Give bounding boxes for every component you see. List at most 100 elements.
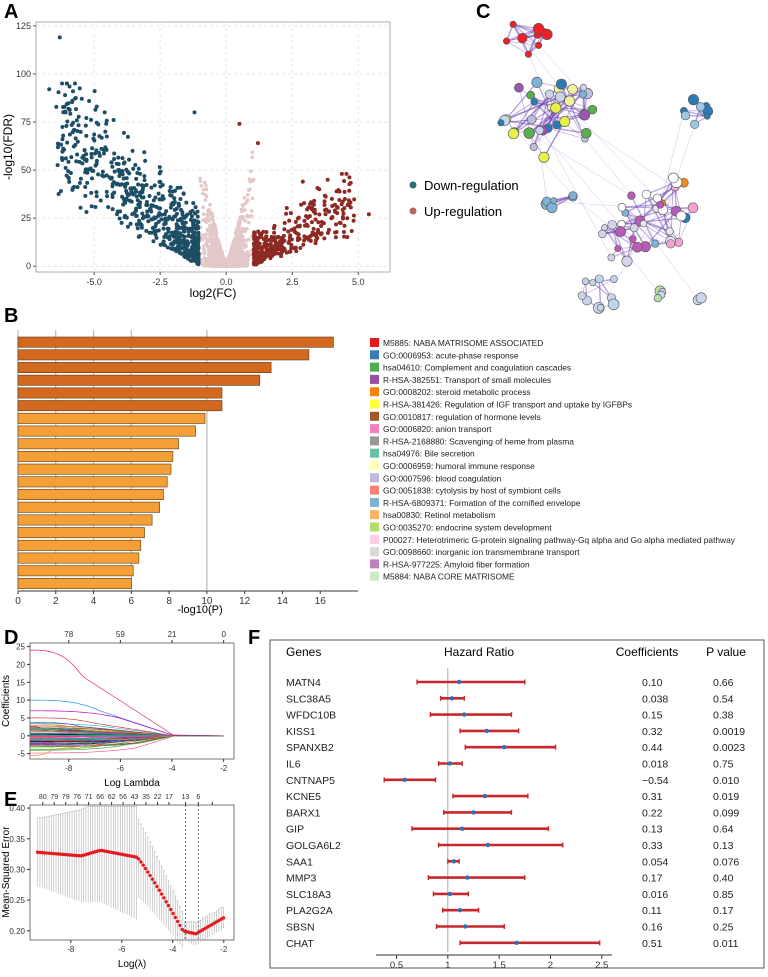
volcano-point-down	[143, 178, 147, 182]
lasso-ytick-label: 20	[16, 660, 25, 669]
cv-xtick-label: -8	[67, 945, 75, 954]
forest-coef-value: 0.51	[642, 938, 663, 950]
volcano-point-ns	[214, 231, 218, 235]
volcano-point-down	[191, 222, 195, 226]
forest-point	[463, 924, 467, 928]
volcano-point-down	[75, 129, 79, 133]
volcano-point-ns	[244, 244, 248, 248]
volcano-point-up	[323, 208, 327, 212]
bar	[18, 464, 171, 474]
volcano-point-down	[65, 119, 69, 123]
volcano-point-down	[73, 82, 77, 86]
lasso-top-label: 78	[64, 630, 73, 639]
volcano-point-down	[185, 226, 189, 230]
volcano-point-down	[105, 173, 109, 177]
bar	[18, 439, 179, 449]
volcano-point-down	[56, 163, 60, 167]
volcano-xtick-label: -5.0	[86, 277, 102, 287]
cv-top-label: 13	[182, 794, 190, 801]
volcano-point-down	[178, 231, 182, 235]
volcano-point-up	[307, 238, 311, 242]
volcano-point-down	[131, 149, 135, 153]
legend-label: GO:0006820: anion transport	[383, 424, 492, 434]
volcano-point-down	[122, 131, 126, 135]
volcano-point	[103, 110, 107, 114]
network-node	[640, 220, 647, 227]
volcano-point-down	[122, 176, 126, 180]
volcano-point-down	[84, 152, 88, 156]
bar	[18, 426, 196, 436]
volcano-point-ns	[243, 196, 247, 200]
bar	[18, 553, 139, 563]
volcano-point-ns	[202, 248, 206, 252]
volcano-point-down	[66, 101, 70, 105]
volcano-point-ns	[210, 213, 214, 217]
volcano-point-up	[350, 229, 354, 233]
cv-point	[137, 857, 140, 860]
volcano-point-ns	[233, 264, 237, 268]
volcano-point-ns	[206, 245, 210, 249]
forest-header-p: P value	[706, 645, 746, 659]
volcano-point-ns	[238, 246, 242, 250]
volcano-point-down	[95, 194, 99, 198]
network-node	[696, 103, 705, 112]
volcano-point-ns	[249, 169, 253, 173]
volcano-point-down	[196, 231, 200, 235]
volcano-point-up	[312, 227, 316, 231]
bar	[18, 540, 141, 550]
volcano-point-down	[65, 82, 69, 86]
volcano-point-down	[137, 219, 141, 223]
lasso-top-label: 21	[168, 630, 177, 639]
volcano-point-ns	[199, 184, 203, 188]
network-edge	[660, 111, 684, 205]
legend-swatch	[370, 387, 379, 396]
volcano-point-ns	[245, 214, 249, 218]
network-node	[569, 192, 577, 200]
network-node	[524, 128, 535, 139]
volcano-point-down	[124, 189, 128, 193]
forest-point	[483, 794, 487, 798]
volcano-point-down	[111, 195, 115, 199]
bar	[18, 337, 333, 347]
cv-point	[158, 889, 161, 892]
volcano-point-ns	[243, 208, 247, 212]
network-node	[608, 220, 617, 229]
volcano-point-up	[287, 219, 291, 223]
volcano-point-down	[106, 205, 110, 209]
enrichment-network: Down-regulation Up-regulation	[410, 21, 713, 313]
forest-p-value: 0.010	[713, 775, 739, 787]
network-node	[527, 115, 536, 124]
network-node	[503, 38, 510, 45]
network-node	[535, 42, 542, 49]
volcano-point-ns	[250, 209, 254, 213]
bar-xtick-label: 8	[166, 596, 172, 607]
volcano-point	[367, 212, 371, 216]
legend-label: R-HSA-381426: Regulation of IGF transpor…	[383, 400, 632, 410]
volcano-point-down	[65, 174, 69, 178]
network-node	[551, 103, 561, 113]
volcano-point-down	[92, 139, 96, 143]
volcano-point-ns	[238, 229, 242, 233]
volcano-point-down	[187, 234, 191, 238]
volcano-point-down	[138, 172, 142, 176]
volcano-point-down	[149, 186, 153, 190]
volcano-point-up	[317, 212, 321, 216]
legend-label: GO:0098660: inorganic ion transmembrane …	[383, 547, 580, 557]
volcano-point-down	[105, 194, 109, 198]
volcano-point-down	[83, 194, 87, 198]
cv-top-label: 76	[73, 794, 81, 801]
volcano-point-up	[327, 210, 331, 214]
forest-coef-value: 0.054	[642, 856, 668, 868]
volcano-point-down	[175, 207, 179, 211]
network-node	[642, 190, 651, 199]
volcano-point-down	[141, 184, 145, 188]
volcano-point-up	[319, 224, 323, 228]
bar	[18, 528, 145, 538]
forest-point	[403, 778, 407, 782]
volcano-point-up	[322, 236, 326, 240]
legend-swatch	[370, 498, 379, 507]
volcano-point-up	[343, 197, 347, 201]
